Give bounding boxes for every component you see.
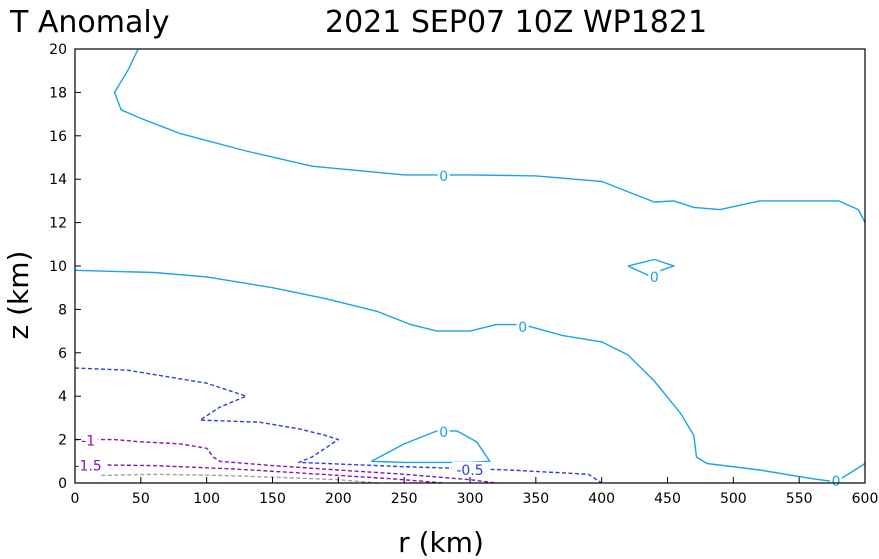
x-tick-label: 0 — [71, 491, 80, 507]
contour-label: 0 — [650, 270, 659, 286]
y-tick-label: 4 — [58, 389, 67, 405]
y-tick-label: 16 — [49, 129, 67, 145]
x-tick-label: 200 — [325, 491, 352, 507]
chart-title-right: 2021 SEP07 10Z WP1821 — [325, 5, 707, 40]
contour-line--0_5 — [74, 367, 603, 484]
y-tick-label: 12 — [49, 216, 67, 232]
x-tick-label: 250 — [391, 491, 418, 507]
contour-label: 0 — [439, 169, 448, 185]
y-tick-label: 8 — [58, 302, 67, 318]
x-tick-label: 500 — [720, 491, 747, 507]
x-tick-label: 350 — [522, 491, 549, 507]
contour-line-0 — [627, 258, 675, 278]
contour-lines — [74, 48, 866, 484]
contour-label-background — [648, 268, 661, 284]
contour-label-background — [70, 457, 107, 473]
contour-line-0 — [113, 48, 866, 223]
y-tick-label: 20 — [49, 42, 67, 58]
contour-line-0 — [74, 269, 866, 483]
contour-line--1 — [75, 438, 497, 484]
contour-label-background — [830, 472, 843, 488]
x-tick-label: 550 — [786, 491, 813, 507]
y-tick-label: 18 — [49, 85, 67, 101]
contour-label: -0.5 — [456, 463, 483, 479]
contour-label-background — [516, 318, 529, 334]
x-tick-label: 600 — [852, 491, 879, 507]
contour-label: 0 — [832, 474, 841, 490]
contour-label-background — [78, 432, 99, 448]
y-tick-label: 14 — [49, 172, 67, 188]
y-tick-label: 6 — [58, 346, 67, 362]
x-tick-label: 100 — [193, 491, 220, 507]
x-axis-label: r (km) — [398, 526, 484, 559]
y-tick-label: 10 — [49, 259, 67, 275]
contour-line-0 — [370, 430, 491, 464]
contour-label: 0 — [518, 320, 527, 336]
contour-label: 0 — [439, 425, 448, 441]
chart-title-left: T Anomaly — [9, 5, 169, 40]
contour-label-background — [452, 461, 488, 477]
contour-label-background — [437, 424, 450, 440]
plot-frame — [74, 48, 866, 484]
y-axis-ticks: 0 2 4 6 8 10 12 14 16 18 20 — [49, 42, 81, 492]
x-axis-ticks: 0 50 100 150 200 250 300 350 400 450 500 550 600 — [71, 477, 879, 507]
y-tick-label: 2 — [58, 433, 67, 449]
contour-labels: 0 0 0 0 0 -0.5 -1 -1.5 — [70, 167, 843, 490]
contour-label-background — [437, 167, 450, 183]
contour-label: -1.5 — [75, 459, 102, 475]
contour-line--2 — [101, 473, 378, 484]
x-tick-label: 450 — [654, 491, 681, 507]
contour-line--1_5 — [74, 463, 444, 484]
x-tick-label: 300 — [457, 491, 484, 507]
x-tick-label: 150 — [259, 491, 286, 507]
x-tick-label: 50 — [132, 491, 150, 507]
y-axis-label: z (km) — [2, 251, 35, 340]
x-tick-label: 400 — [588, 491, 615, 507]
y-tick-label: 0 — [58, 476, 67, 492]
contour-label: -1 — [81, 434, 95, 450]
